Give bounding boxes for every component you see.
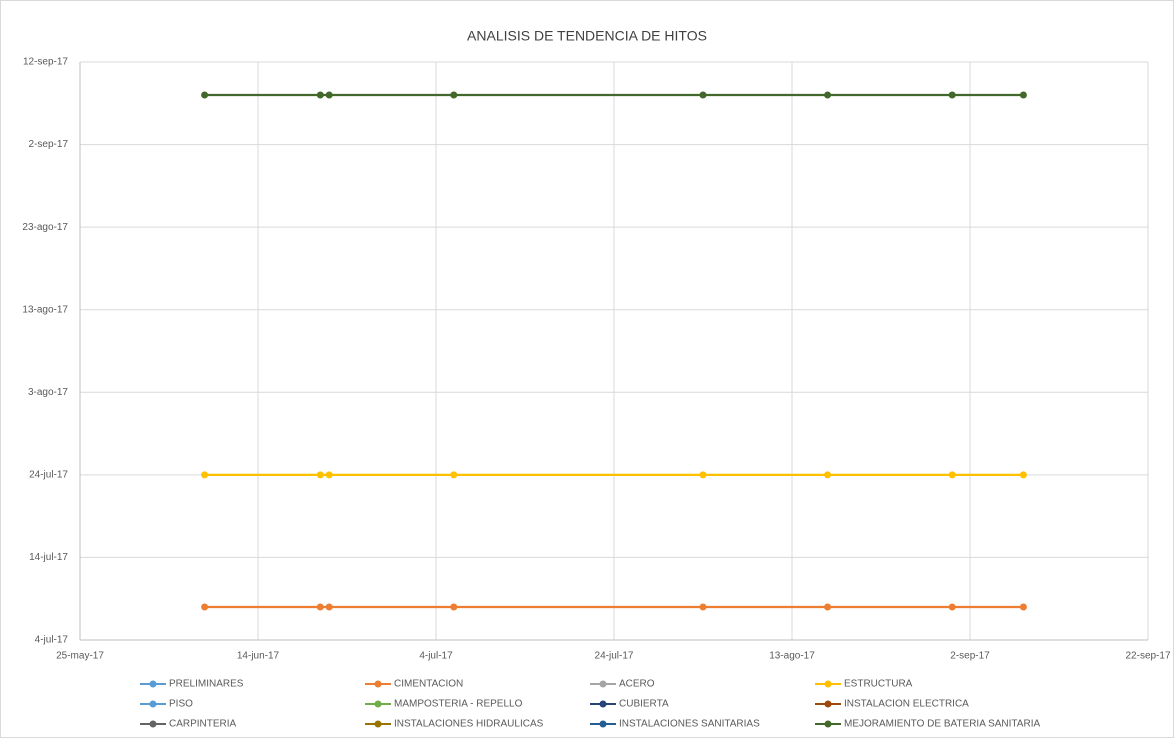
legend-marker [599,720,607,728]
legend-label: MEJORAMIENTO DE BATERIA SANITARIA [844,719,1040,730]
legend-marker [824,680,832,688]
y-tick-label: 14-jul-17 [29,552,68,563]
legend-marker [149,680,157,688]
legend-marker [374,720,382,728]
point [325,603,333,611]
legend-marker [599,700,607,708]
legend-label: PRELIMINARES [169,679,244,690]
point [325,471,333,479]
point [201,603,209,611]
point [824,603,832,611]
y-tick-label: 4-jul-17 [35,635,69,646]
point [948,603,956,611]
legend-marker [149,720,157,728]
legend-label: ESTRUCTURA [844,679,913,690]
y-tick-label: 23-ago-17 [22,222,68,233]
point [450,603,458,611]
chart-title: ANALISIS DE TENDENCIA DE HITOS [467,28,707,44]
point [948,471,956,479]
legend-marker [149,700,157,708]
legend-label: MAMPOSTERIA - REPELLO [394,699,523,710]
point [699,471,707,479]
legend-label: INSTALACIONES HIDRAULICAS [394,719,544,730]
point [325,91,333,99]
point [450,91,458,99]
legend-marker [824,720,832,728]
legend-marker [599,680,607,688]
point [450,471,458,479]
point [1019,603,1027,611]
x-tick-label: 24-jul-17 [595,651,634,662]
point [201,91,209,99]
point [699,91,707,99]
legend-label: INSTALACION ELECTRICA [844,699,969,710]
legend-marker [374,680,382,688]
legend-label: CARPINTERIA [169,719,237,730]
x-tick-label: 25-may-17 [56,651,104,662]
legend-label: CUBIERTA [619,699,669,710]
y-tick-label: 24-jul-17 [29,469,68,480]
x-tick-label: 4-jul-17 [419,651,453,662]
point [1019,91,1027,99]
legend-marker [374,700,382,708]
x-tick-label: 13-ago-17 [769,651,815,662]
point [316,603,324,611]
point [316,91,324,99]
point [824,471,832,479]
point [316,471,324,479]
legend-label: PISO [169,699,193,710]
y-tick-label: 3-ago-17 [28,387,68,398]
point [699,603,707,611]
y-tick-label: 2-sep-17 [29,139,69,150]
point [201,471,209,479]
y-tick-label: 13-ago-17 [22,304,68,315]
point [824,91,832,99]
legend-label: ACERO [619,679,655,690]
x-tick-label: 22-sep-17 [1125,651,1170,662]
x-tick-label: 14-jun-17 [237,651,280,662]
y-tick-label: 12-sep-17 [23,57,68,68]
legend-label: CIMENTACION [394,679,463,690]
point [1019,471,1027,479]
legend-marker [824,700,832,708]
x-tick-label: 2-sep-17 [950,651,990,662]
point [948,91,956,99]
legend-label: INSTALACIONES SANITARIAS [619,719,760,730]
